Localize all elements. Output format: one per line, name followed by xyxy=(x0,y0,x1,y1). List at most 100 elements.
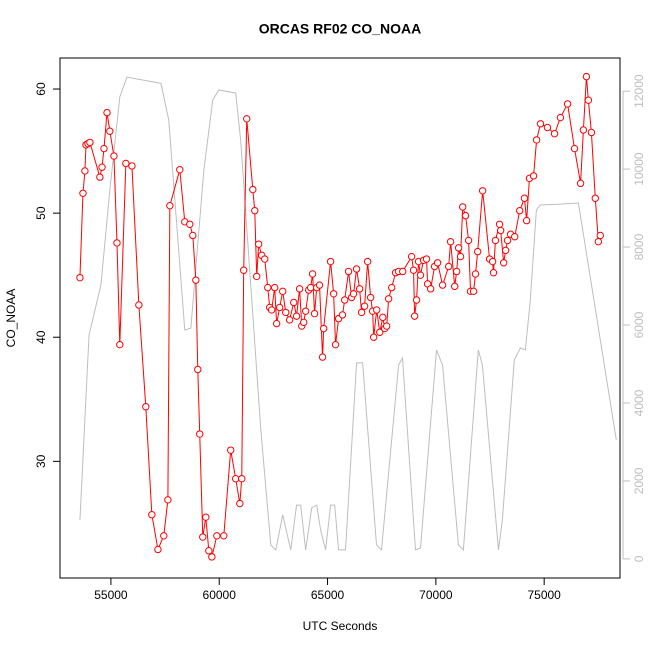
data-point xyxy=(471,270,480,278)
data-point xyxy=(338,311,347,319)
data-point xyxy=(536,120,545,128)
data-point xyxy=(122,159,130,168)
data-point xyxy=(261,255,269,263)
data-point xyxy=(79,189,87,197)
data-point xyxy=(446,237,455,246)
data-point xyxy=(520,194,529,202)
data-point xyxy=(563,100,572,108)
y2-tick-label: 6000 xyxy=(632,311,646,338)
data-line xyxy=(79,76,617,552)
y2-tick-label: 2000 xyxy=(632,467,646,494)
data-point xyxy=(352,265,361,273)
data-point xyxy=(489,269,498,277)
data-point xyxy=(438,281,447,289)
y-tick-label: 50 xyxy=(34,206,48,220)
data-point xyxy=(227,446,235,454)
data-point xyxy=(199,533,207,541)
data-point xyxy=(319,324,328,333)
data-point xyxy=(308,270,317,278)
data-point xyxy=(81,167,89,175)
data-point xyxy=(384,295,393,303)
data-point xyxy=(488,257,497,266)
data-point xyxy=(594,237,603,246)
data-point xyxy=(300,318,308,327)
data-point xyxy=(369,333,378,341)
data-point xyxy=(399,267,407,276)
data-point xyxy=(196,430,204,438)
data-point xyxy=(433,259,442,267)
data-point xyxy=(192,276,200,284)
data-point xyxy=(382,322,391,330)
data-point xyxy=(461,211,470,220)
data-point xyxy=(329,290,338,298)
x-tick-label: 65000 xyxy=(311,588,345,602)
data-point xyxy=(100,144,108,153)
data-point xyxy=(106,127,114,135)
data-point xyxy=(154,545,162,554)
data-point xyxy=(189,231,197,240)
data-point xyxy=(98,163,106,171)
data-point xyxy=(275,303,284,312)
data-point xyxy=(186,220,194,229)
x-tick-label: 55000 xyxy=(94,588,128,602)
data-point xyxy=(208,553,216,561)
data-point xyxy=(469,287,478,296)
data-point xyxy=(532,136,541,144)
data-point xyxy=(373,306,381,314)
data-point xyxy=(110,152,118,160)
data-point xyxy=(582,72,591,81)
data-point xyxy=(331,340,340,349)
plot-frame xyxy=(59,57,621,579)
data-point xyxy=(148,511,156,519)
data-point xyxy=(422,255,431,263)
data-point xyxy=(522,216,531,225)
data-point xyxy=(285,316,294,324)
data-point xyxy=(96,173,104,181)
data-point xyxy=(387,283,396,292)
data-point xyxy=(499,259,508,267)
data-point xyxy=(515,206,524,215)
data-point xyxy=(166,201,174,210)
data-point xyxy=(240,266,248,274)
data-point xyxy=(295,285,304,293)
data-point xyxy=(315,281,324,289)
data-point xyxy=(584,96,593,104)
data-point xyxy=(454,244,463,252)
data-point xyxy=(591,194,600,202)
data-point xyxy=(231,475,240,483)
data-point xyxy=(251,206,259,215)
chart-title: ORCAS RF02 CO_NOAA xyxy=(259,21,422,37)
data-point xyxy=(366,293,375,302)
data-point xyxy=(444,262,453,271)
data-point xyxy=(529,172,538,180)
data-point xyxy=(511,233,519,241)
data-point xyxy=(452,267,461,276)
data-point xyxy=(76,273,84,282)
data-point xyxy=(272,319,281,328)
data-point xyxy=(543,123,552,132)
data-point xyxy=(473,247,482,256)
data-point xyxy=(176,165,184,174)
y-axis-label: CO_NOAA xyxy=(4,289,18,348)
y2-tick-label: 0 xyxy=(632,555,646,562)
data-point xyxy=(113,239,121,247)
data-point xyxy=(164,496,172,504)
data-point xyxy=(596,231,604,240)
data-point xyxy=(451,282,459,291)
data-point xyxy=(503,236,512,245)
data-point xyxy=(426,285,435,293)
data-point xyxy=(253,272,261,281)
data-point xyxy=(407,252,416,261)
data-point xyxy=(349,290,358,298)
data-point xyxy=(292,312,301,320)
data-point xyxy=(310,309,319,318)
data-point xyxy=(306,283,315,292)
data-point xyxy=(264,283,272,292)
data-point xyxy=(412,296,421,304)
x-tick-label: 75000 xyxy=(527,588,561,602)
data-point xyxy=(318,353,327,361)
data-point xyxy=(357,308,366,317)
data-point xyxy=(459,203,467,211)
data-point xyxy=(301,307,310,315)
